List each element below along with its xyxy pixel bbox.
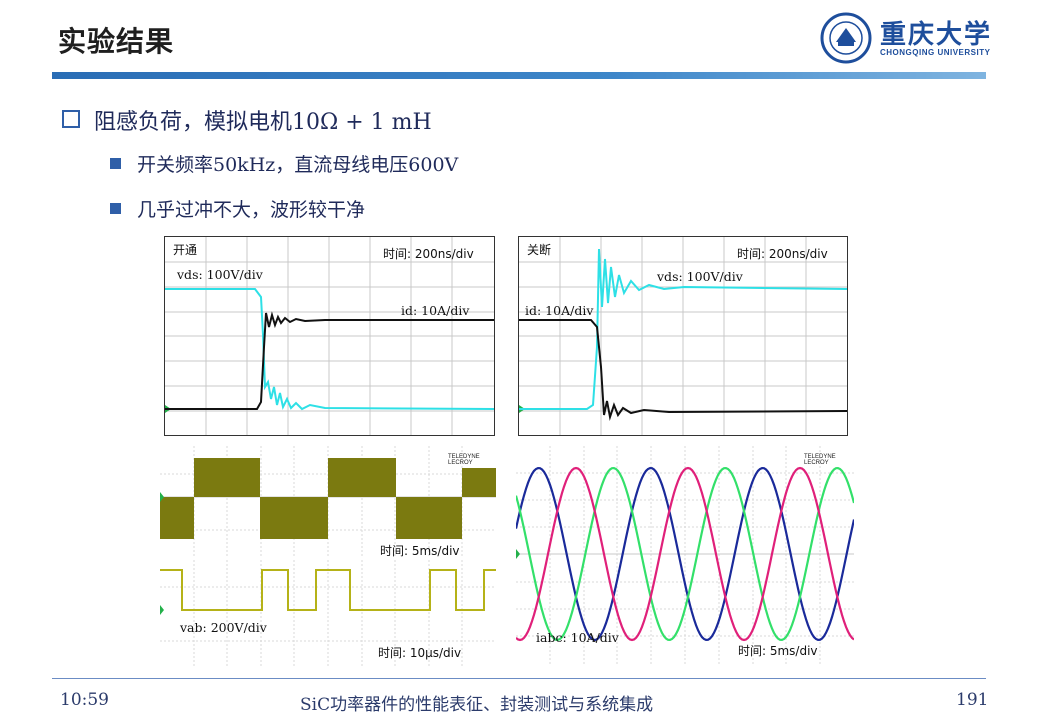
turn-off-waveform-panel: 关断 时间: 200ns/div vds: 100V/div id: 10A/d… [518,236,848,436]
turn-on-waveform-panel: 开通 时间: 200ns/div vds: 100V/div id: 10A/d… [164,236,495,436]
turn-off-vds-scale: vds: 100V/div [657,269,743,284]
square-bullet-icon [110,158,121,169]
turn-on-label: 开通 [173,243,198,257]
turn-on-waveform [165,237,494,435]
phase-green-wave [516,466,854,642]
pwm-panel: vab: 200V/div 时间: 10μs/div [160,560,496,668]
three-phase-current-panel: TELEDYNE LECROY iabc: 10A/div 时间: 5ms/di… [516,446,854,664]
footer-divider [52,678,986,679]
pwm-plot [160,560,496,668]
bullet-level2-2-text: 几乎过冲不大，波形较干净 [137,199,366,221]
logo-english: CHONGQING UNIVERSITY [880,48,991,57]
pwm-time-scale: 时间: 10μs/div [378,646,462,660]
university-seal-icon [820,12,872,64]
turn-off-time-scale: 时间: 200ns/div [737,247,828,261]
square-wave-time-scale: 时间: 5ms/div [380,544,460,558]
square-wave-panel: TELEDYNE LECROY 时间: 5ms/div [160,446,496,558]
slide-title: 实验结果 [58,25,175,58]
logo-chinese: 重庆大学 [880,20,993,50]
checkbox-bullet-icon [62,110,80,128]
bullet-level2-1: 开关频率50kHz，直流母线电压600V [110,150,458,177]
bullet-level2-2: 几乎过冲不大，波形较干净 [110,195,365,222]
three-phase-current-plot [516,446,854,664]
phase-magenta-wave [516,466,854,642]
turn-on-vds-scale: vds: 100V/div [177,267,263,282]
bullet-level2-1-text: 开关频率50kHz，直流母线电压600V [137,154,459,176]
bullet-level1-text: 阻感负荷，模拟电机10Ω + 1 mH [94,110,432,135]
square-wave-plot [160,446,496,558]
footer-page-number: 191 [956,690,989,710]
phase-blue-wave [516,466,854,642]
turn-off-label: 关断 [527,243,552,257]
teledyne-brand-1: TELEDYNE LECROY [448,454,480,466]
three-phase-time-scale: 时间: 5ms/div [738,644,818,658]
turn-on-time-scale: 时间: 200ns/div [383,247,474,261]
bullet-level1: 阻感负荷，模拟电机10Ω + 1 mH [62,104,432,136]
footer-time: 10:59 [60,690,109,710]
header-bar [52,72,986,79]
teledyne-brand-2: TELEDYNE LECROY [804,454,836,466]
three-phase-iabc-scale: iabc: 10A/div [536,630,619,645]
turn-off-waveform [519,237,847,435]
turn-off-id-scale: id: 10A/div [525,303,594,318]
square-bullet-icon [110,203,121,214]
footer-caption: SiC功率器件的性能表征、封装测试与系统集成 [300,695,654,715]
pwm-vab-scale: vab: 200V/div [180,620,267,635]
turn-on-id-scale: id: 10A/div [401,303,470,318]
university-logo: 重庆大学 CHONGQING UNIVERSITY [820,12,1020,64]
